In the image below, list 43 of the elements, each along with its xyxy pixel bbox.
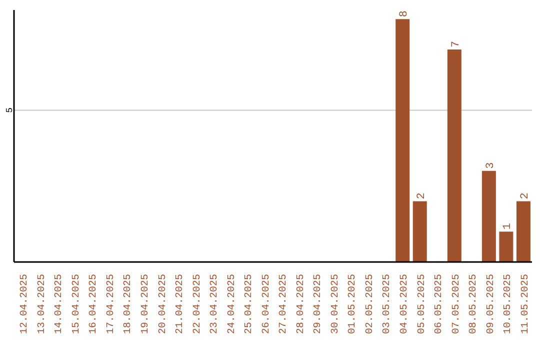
x-tick-label: 12.04.2025 [20, 274, 31, 334]
x-tick-label: 06.05.2025 [434, 274, 446, 334]
bar [516, 201, 530, 262]
x-tick-label: 27.04.2025 [278, 274, 290, 334]
x-tick-label: 22.04.2025 [192, 274, 204, 334]
data-label: 2 [519, 192, 532, 200]
x-tick-label: 29.04.2025 [313, 274, 324, 334]
x-tick-label: 30.04.2025 [330, 274, 342, 334]
x-tick-label: 01.05.2025 [348, 274, 359, 334]
data-label: 2 [416, 192, 428, 200]
bar [412, 201, 427, 262]
x-tick-label: 02.05.2025 [364, 274, 376, 334]
x-tick-label: 15.04.2025 [71, 274, 82, 334]
x-tick-label: 21.04.2025 [175, 274, 186, 334]
bar [396, 19, 410, 262]
bar [447, 49, 462, 262]
x-tick-label: 20.04.2025 [158, 274, 169, 334]
data-label: 1 [502, 222, 514, 230]
x-tick-label: 04.05.2025 [400, 274, 410, 334]
x-tick-label: 10.05.2025 [503, 274, 514, 334]
y-tick-label: 5 [5, 107, 15, 113]
x-tick-label: 11.05.2025 [520, 274, 532, 334]
x-tick-label: 19.04.2025 [140, 274, 152, 334]
x-tick-label: 14.04.2025 [54, 274, 66, 334]
x-tick-label: 09.05.2025 [486, 274, 497, 334]
x-tick-label: 07.05.2025 [451, 274, 462, 334]
bar [499, 232, 514, 262]
x-tick-label: 24.04.2025 [226, 274, 238, 334]
x-tick-label: 03.05.2025 [382, 274, 394, 334]
x-tick-label: 17.04.2025 [106, 274, 117, 334]
x-tick-label: 13.04.2025 [36, 274, 48, 334]
x-tick-label: 18.04.2025 [123, 274, 134, 334]
x-tick-label: 26.04.2025 [261, 274, 272, 334]
x-tick-label: 23.04.2025 [210, 274, 221, 334]
x-tick-label: 05.05.2025 [416, 274, 428, 334]
x-tick-label: 28.04.2025 [296, 274, 307, 334]
x-tick-label: 08.05.2025 [468, 274, 480, 334]
data-label: 8 [398, 10, 411, 18]
data-label: 7 [450, 40, 462, 48]
x-tick-label: 16.04.2025 [88, 274, 100, 334]
x-tick-label: 25.04.2025 [244, 274, 256, 334]
bar [482, 170, 496, 262]
data-label: 3 [484, 162, 497, 169]
